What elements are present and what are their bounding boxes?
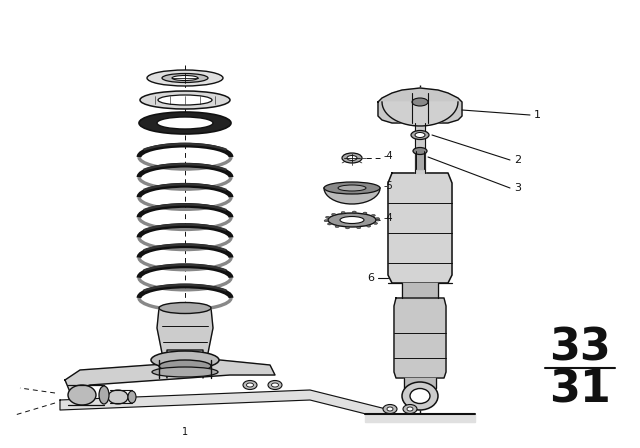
Text: -5: -5: [384, 181, 394, 191]
Polygon shape: [404, 378, 436, 388]
Text: -4: -4: [384, 151, 394, 161]
Ellipse shape: [367, 225, 371, 227]
Ellipse shape: [328, 223, 332, 225]
Ellipse shape: [413, 147, 427, 155]
Ellipse shape: [403, 405, 417, 414]
Ellipse shape: [326, 216, 330, 218]
Ellipse shape: [151, 351, 219, 369]
Ellipse shape: [376, 218, 380, 220]
Ellipse shape: [159, 360, 211, 372]
Ellipse shape: [347, 155, 357, 160]
Ellipse shape: [152, 367, 218, 377]
Ellipse shape: [324, 182, 380, 194]
Polygon shape: [378, 88, 462, 123]
Text: 1: 1: [182, 427, 188, 437]
Polygon shape: [365, 414, 475, 422]
Polygon shape: [60, 390, 390, 420]
Text: 6: 6: [367, 273, 374, 283]
Polygon shape: [382, 102, 458, 126]
Ellipse shape: [335, 225, 339, 228]
Ellipse shape: [341, 211, 345, 214]
Text: 31: 31: [549, 369, 611, 412]
Ellipse shape: [147, 70, 223, 86]
Ellipse shape: [128, 391, 136, 403]
Ellipse shape: [162, 73, 208, 82]
Ellipse shape: [356, 227, 361, 229]
Ellipse shape: [243, 380, 257, 389]
Polygon shape: [388, 173, 452, 283]
Ellipse shape: [338, 185, 366, 191]
Ellipse shape: [324, 220, 328, 222]
Ellipse shape: [363, 212, 367, 214]
Ellipse shape: [407, 407, 413, 411]
Ellipse shape: [402, 382, 438, 410]
Ellipse shape: [271, 383, 278, 387]
Ellipse shape: [410, 388, 430, 404]
Text: 33: 33: [549, 327, 611, 370]
Ellipse shape: [157, 117, 213, 129]
Text: 1: 1: [534, 110, 541, 120]
Polygon shape: [415, 123, 425, 173]
Ellipse shape: [140, 91, 230, 109]
Ellipse shape: [268, 380, 282, 389]
Ellipse shape: [383, 405, 397, 414]
Polygon shape: [157, 308, 213, 378]
Ellipse shape: [387, 407, 393, 411]
Ellipse shape: [159, 302, 211, 314]
Ellipse shape: [340, 216, 364, 224]
Ellipse shape: [139, 112, 231, 134]
Ellipse shape: [346, 227, 349, 229]
Ellipse shape: [332, 213, 335, 215]
Polygon shape: [394, 298, 446, 378]
Text: 3: 3: [514, 183, 521, 193]
Ellipse shape: [352, 211, 356, 213]
Polygon shape: [324, 188, 380, 204]
Ellipse shape: [374, 222, 378, 224]
Ellipse shape: [108, 390, 128, 404]
Ellipse shape: [342, 153, 362, 163]
Ellipse shape: [99, 386, 109, 404]
Ellipse shape: [158, 95, 212, 105]
Polygon shape: [65, 360, 275, 392]
Polygon shape: [402, 283, 438, 298]
Ellipse shape: [415, 133, 425, 138]
Ellipse shape: [246, 383, 253, 387]
Ellipse shape: [411, 130, 429, 139]
Ellipse shape: [172, 76, 198, 81]
Text: -4: -4: [384, 213, 394, 223]
Text: 2: 2: [514, 155, 521, 165]
Ellipse shape: [68, 385, 96, 405]
Ellipse shape: [412, 98, 428, 106]
Ellipse shape: [376, 219, 380, 221]
Polygon shape: [416, 151, 424, 169]
Ellipse shape: [328, 213, 376, 227]
Ellipse shape: [371, 215, 375, 216]
